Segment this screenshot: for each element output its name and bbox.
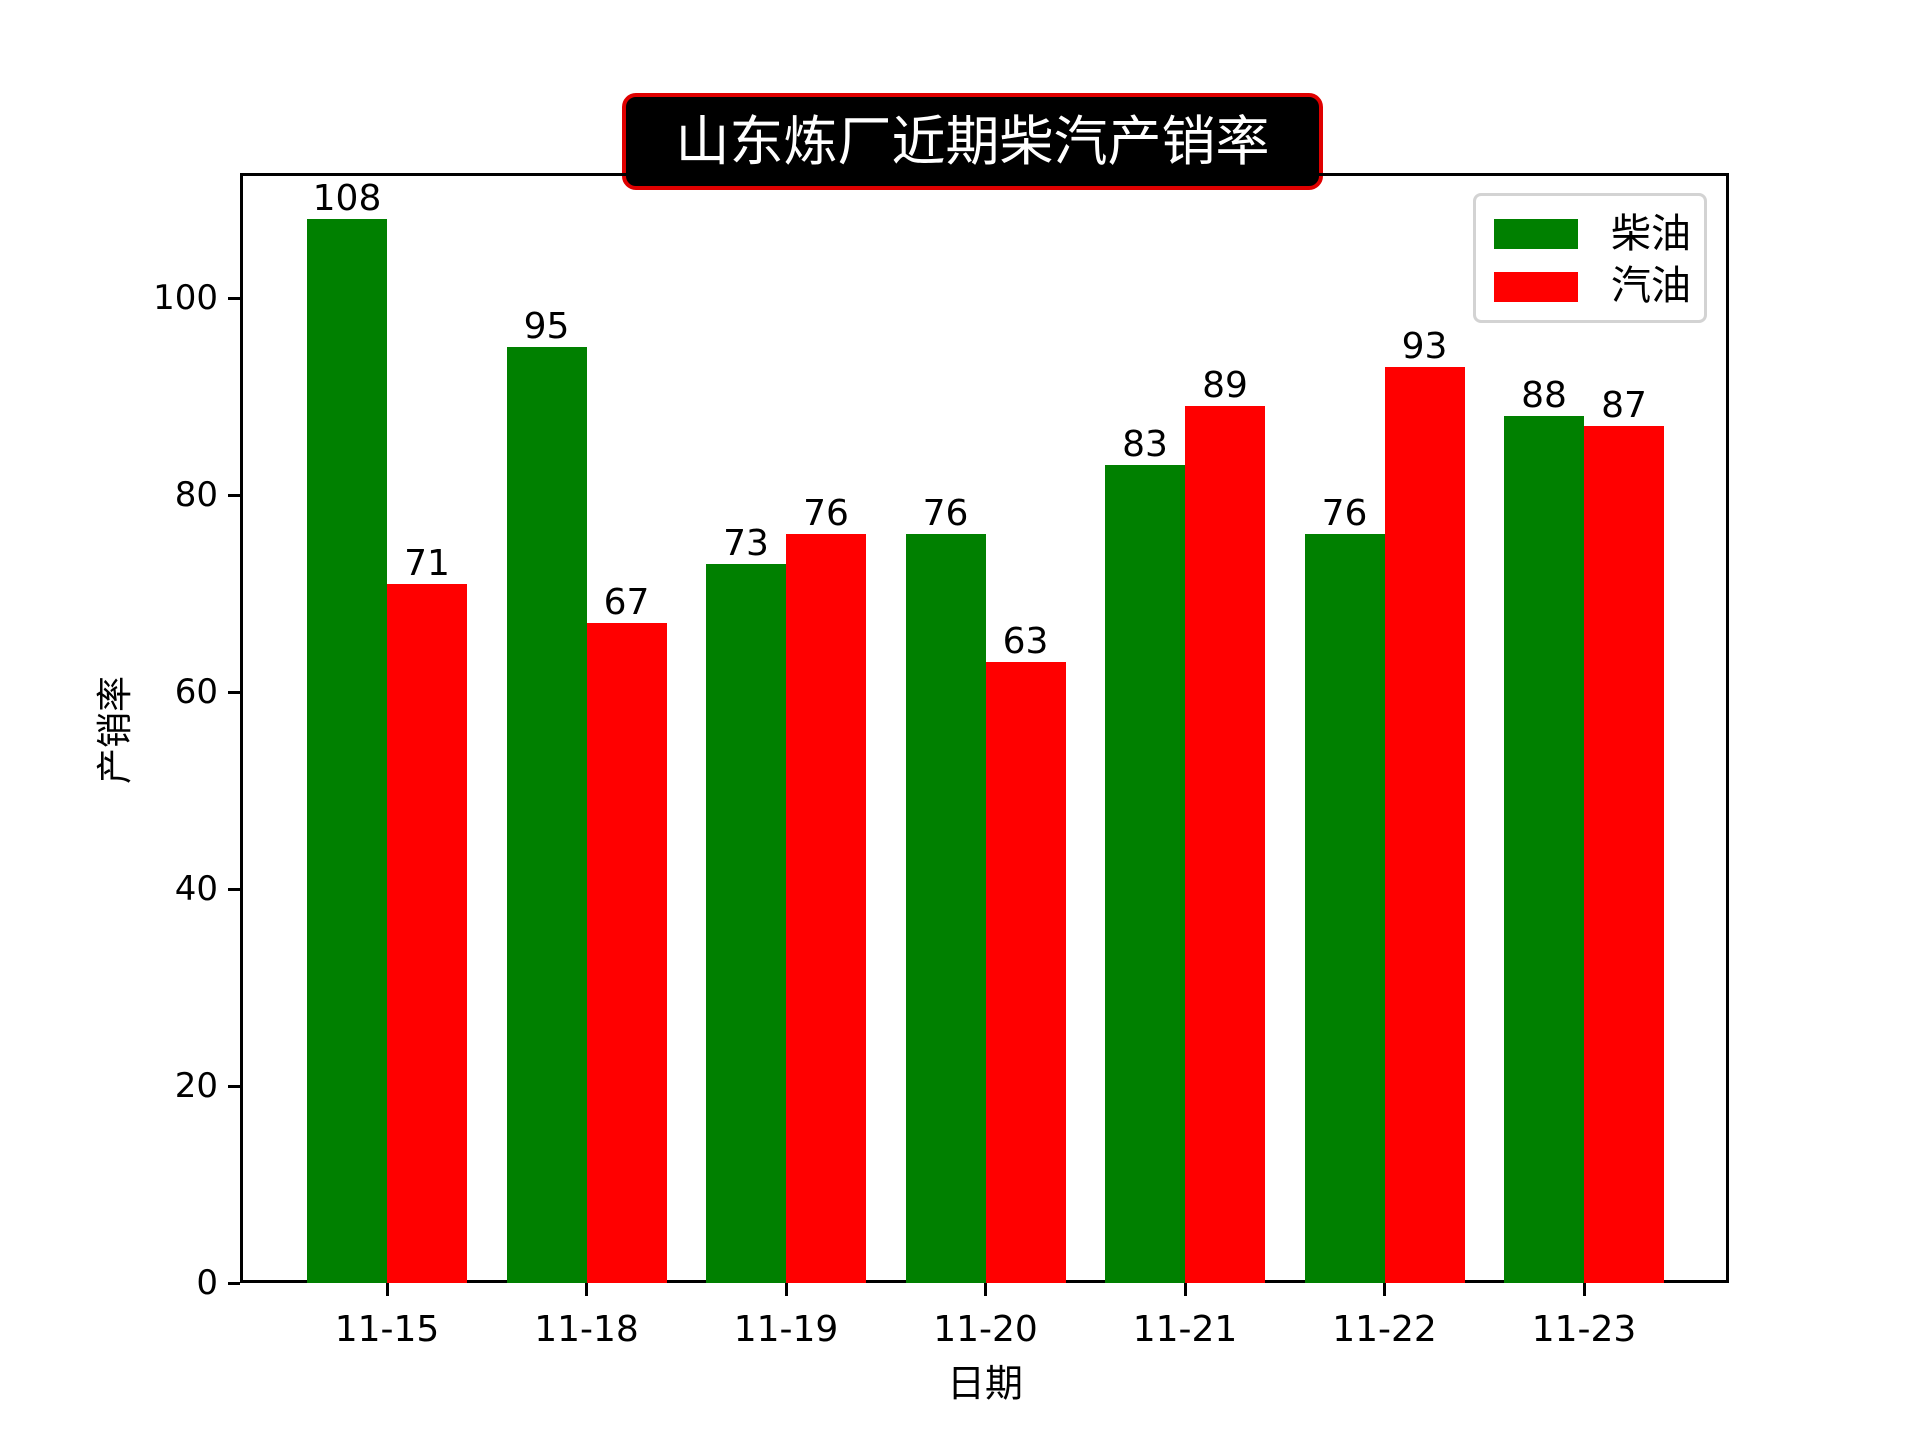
- bar-value-label: 73: [723, 522, 769, 564]
- bar-value-label: 89: [1202, 365, 1248, 407]
- legend-label-diesel: 柴油: [1611, 211, 1691, 257]
- bar-gasoline: [586, 623, 667, 1283]
- y-tick-mark: [228, 1281, 240, 1285]
- bar-value-label: 83: [1122, 424, 1168, 466]
- y-tick-label: 60: [174, 672, 218, 712]
- bar-diesel: [1304, 534, 1385, 1283]
- bar-value-label: 108: [312, 178, 382, 220]
- x-axis-label: 日期: [946, 1361, 1024, 1406]
- bar-value-label: 88: [1521, 375, 1567, 417]
- bar-diesel: [706, 563, 786, 1283]
- bar-value-label: 76: [922, 493, 969, 535]
- y-tick-label: 100: [153, 278, 218, 318]
- x-tick-mark: [1183, 1283, 1187, 1296]
- y-tick-mark: [228, 493, 240, 497]
- bar-gasoline: [1584, 426, 1664, 1283]
- x-tick-mark: [984, 1283, 987, 1296]
- legend-label-gasoline: 汽油: [1611, 263, 1691, 309]
- bar-diesel: [1105, 465, 1185, 1283]
- x-tick-mark: [1582, 1283, 1586, 1296]
- bar-gasoline: [786, 534, 866, 1283]
- y-tick-label: 80: [174, 475, 218, 515]
- x-tick-label: 11-19: [733, 1309, 839, 1350]
- y-tick-mark: [228, 1084, 240, 1088]
- y-axis-label: 产销率: [95, 675, 136, 785]
- x-tick-mark: [1383, 1283, 1386, 1296]
- legend-swatch-diesel: [1494, 219, 1578, 249]
- y-tick-label: 0: [196, 1263, 218, 1303]
- bar-gasoline: [1185, 406, 1265, 1283]
- x-tick-mark: [385, 1283, 389, 1296]
- bar-value-label: 95: [523, 306, 570, 348]
- x-tick-label: 11-22: [1332, 1309, 1437, 1350]
- bar-diesel: [506, 347, 587, 1283]
- x-tick-mark: [784, 1283, 788, 1296]
- x-tick-label: 11-23: [1531, 1309, 1637, 1350]
- x-tick-label: 11-15: [334, 1309, 440, 1350]
- x-tick-label: 11-18: [534, 1309, 639, 1350]
- y-tick-label: 20: [174, 1066, 218, 1106]
- bar-gasoline: [985, 662, 1066, 1283]
- x-tick-label: 11-20: [933, 1309, 1038, 1350]
- y-tick-label: 40: [174, 869, 218, 909]
- y-tick-mark: [228, 887, 240, 891]
- bar-gasoline: [1384, 366, 1465, 1283]
- x-tick-mark: [585, 1283, 588, 1296]
- bar-value-label: 87: [1601, 385, 1647, 427]
- legend-swatch-gasoline: [1494, 272, 1578, 302]
- bar-value-label: 93: [1401, 325, 1448, 367]
- bar-value-label: 63: [1002, 621, 1049, 663]
- x-tick-label: 11-21: [1132, 1309, 1238, 1350]
- legend: 柴油 汽油: [1473, 193, 1707, 323]
- y-tick-mark: [228, 296, 240, 300]
- bar-diesel: [1504, 416, 1584, 1283]
- bar-gasoline: [387, 583, 467, 1283]
- bar-value-label: 76: [1321, 493, 1368, 535]
- bar-value-label: 76: [803, 493, 849, 535]
- bar-value-label: 71: [404, 542, 450, 584]
- bar-diesel: [905, 534, 986, 1283]
- bar-value-label: 67: [603, 582, 650, 624]
- y-tick-mark: [228, 690, 240, 694]
- bar-diesel: [307, 219, 387, 1283]
